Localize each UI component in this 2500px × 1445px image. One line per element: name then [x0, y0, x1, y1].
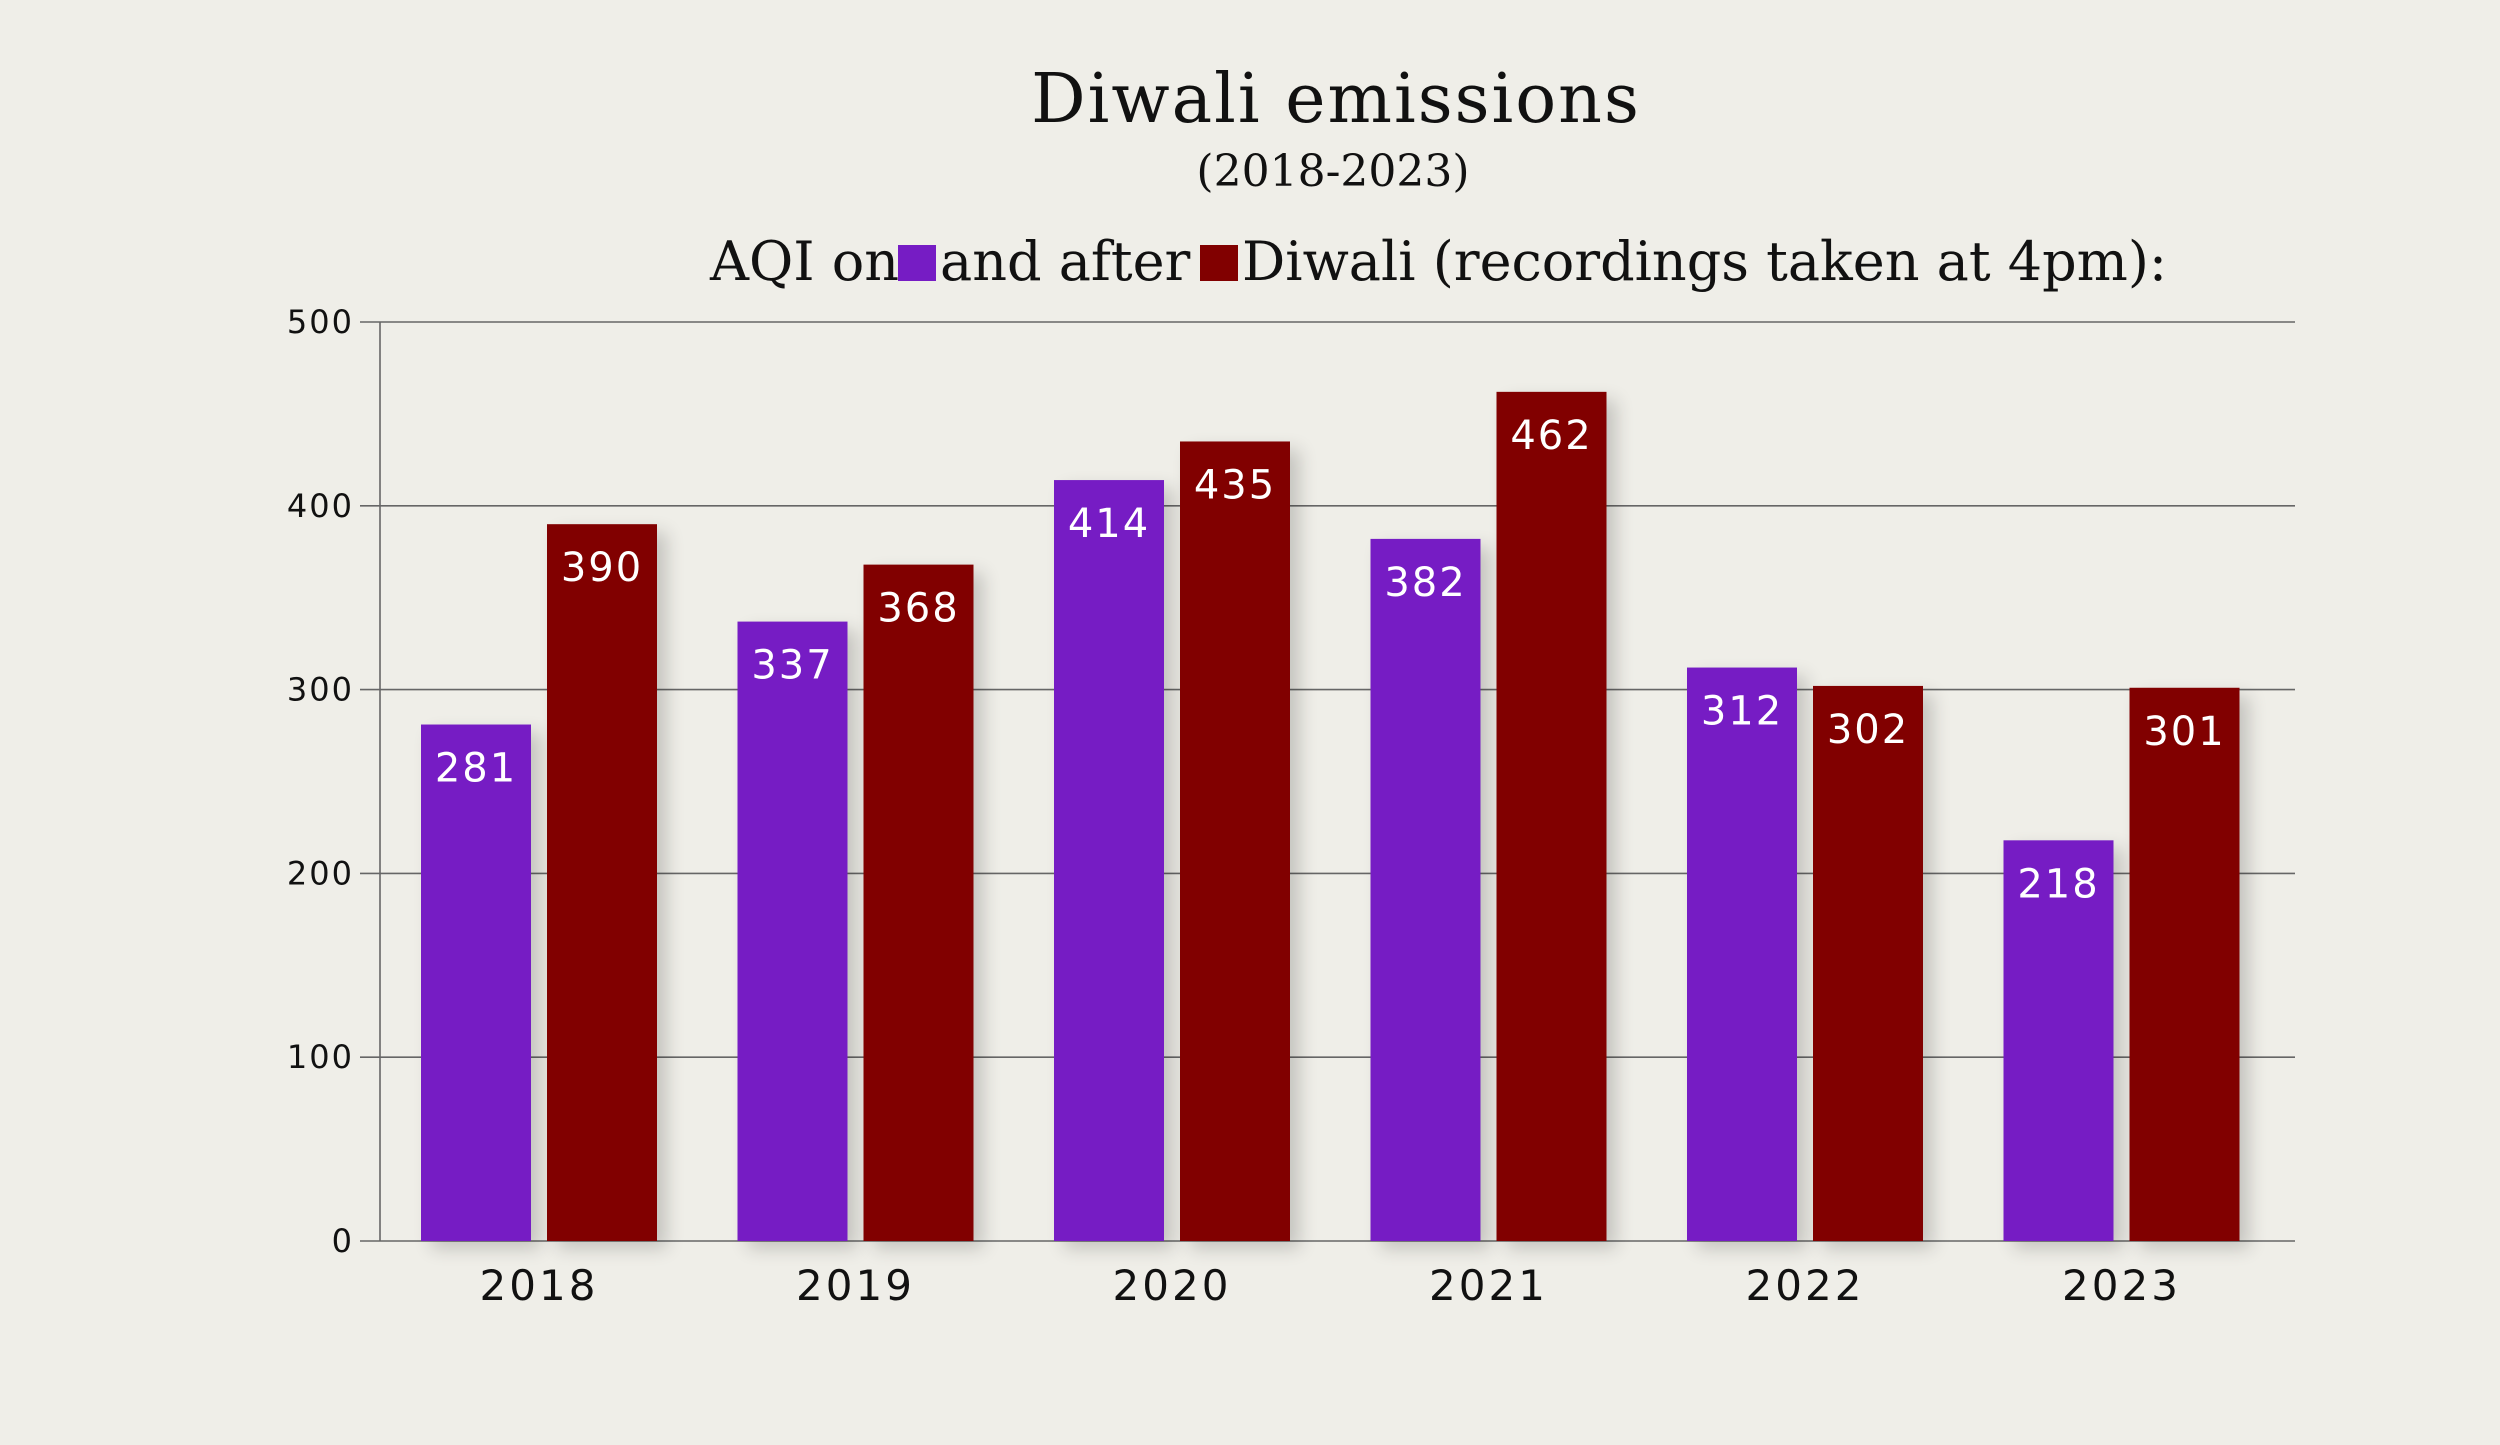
bars [421, 391, 2240, 1242]
bar-after-2019 [863, 564, 974, 1241]
bar-value-label: 462 [1510, 413, 1592, 459]
chart-subtitle: (2018-2023) [1196, 146, 1469, 197]
y-tick-label: 100 [287, 1038, 354, 1076]
bar-after-2020 [1180, 441, 1290, 1242]
bar-on-2020 [1054, 480, 1164, 1241]
bar-on-2021 [1370, 538, 1481, 1241]
legend-suffix-text: Diwali (recordings taken at 4pm): [1242, 230, 2167, 293]
x-tick-label: 2019 [796, 1261, 915, 1310]
bar-on-2022 [1687, 667, 1797, 1241]
y-axis-ticks: 0 100 200 300 400 500 [287, 303, 354, 1260]
bar-value-label: 382 [1384, 560, 1466, 606]
bar-after-2023 [2129, 687, 2240, 1241]
bar-after-2018 [547, 524, 657, 1241]
chart-title: Diwali emissions [1031, 60, 1641, 139]
y-tick-label: 400 [287, 487, 354, 525]
bar-value-label: 218 [2017, 861, 2099, 907]
x-tick-label: 2020 [1113, 1261, 1232, 1310]
gridlines [360, 321, 2295, 1242]
bar-value-label: 435 [1194, 462, 1276, 508]
bar-value-labels: 281 390 337 368 414 435 382 462 312 302 218 301 [435, 413, 2225, 907]
legend-prefix-text: AQI on [709, 230, 899, 293]
y-tick-label: 500 [287, 303, 354, 341]
bar-after-2021 [1496, 391, 1607, 1241]
bar-value-label: 337 [751, 643, 833, 689]
bar-value-label: 281 [435, 746, 517, 792]
bar-value-label: 302 [1827, 707, 1909, 753]
x-tick-label: 2021 [1429, 1261, 1548, 1310]
bar-value-label: 368 [877, 586, 959, 632]
bar-after-2022 [1813, 685, 1923, 1241]
x-tick-label: 2023 [2062, 1261, 2181, 1310]
legend-middle-text: and after [940, 230, 1191, 293]
x-axis-ticks: 2018 2019 2020 2021 2022 2023 [480, 1261, 2181, 1310]
bar-on-2019 [737, 621, 848, 1241]
bar-value-label: 312 [1701, 689, 1783, 735]
bar-value-label: 390 [561, 545, 643, 591]
legend-swatch-after-diwali [1200, 245, 1238, 281]
x-tick-label: 2018 [480, 1261, 599, 1310]
legend: AQI on and after Diwali (recordings take… [709, 230, 2167, 293]
legend-swatch-on-diwali [898, 245, 936, 281]
bar-on-2018 [421, 724, 531, 1241]
y-tick-label: 0 [332, 1222, 354, 1260]
y-tick-label: 200 [287, 854, 354, 892]
bar-value-label: 414 [1068, 501, 1150, 547]
bar-on-2023 [2003, 840, 2114, 1241]
bar-value-label: 301 [2143, 709, 2225, 755]
y-tick-label: 300 [287, 671, 354, 709]
x-tick-label: 2022 [1746, 1261, 1865, 1310]
